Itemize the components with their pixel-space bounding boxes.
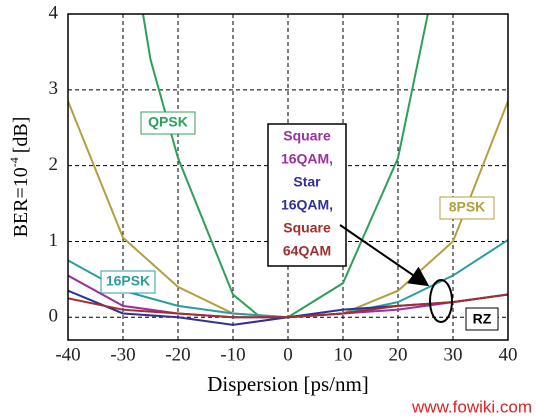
series-label: 16PSK — [106, 273, 150, 289]
annotation-line: 16QAM, — [281, 197, 333, 213]
series-label-box — [140, 111, 196, 135]
y-tick-label: 3 — [49, 78, 59, 99]
x-tick-label: -30 — [110, 344, 135, 365]
ellipse — [429, 279, 453, 323]
y-tick-label: 0 — [49, 306, 59, 327]
annotation-line: Square — [283, 220, 331, 236]
y-tick-label: 4 — [49, 2, 59, 23]
series-line — [68, 293, 508, 319]
series-label-box — [100, 270, 156, 294]
plot-frame — [67, 13, 509, 341]
annotation-line: 64QAM — [283, 243, 331, 259]
y-label-text: BER=10 — [10, 167, 32, 237]
rz-label: RZ — [473, 311, 492, 327]
x-axis-label: Dispersion [ps/nm] — [207, 372, 369, 396]
x-tick-label: 10 — [334, 344, 353, 365]
series-label: QPSK — [148, 114, 188, 130]
series-label: 8PSK — [449, 199, 486, 215]
x-tick-label: 0 — [283, 344, 293, 365]
x-tick-label: -10 — [220, 344, 245, 365]
arrow — [339, 224, 430, 287]
annotation-line: 16QAM, — [281, 151, 333, 167]
y-label-unit: [dB] — [10, 117, 32, 154]
x-tick-label: 40 — [499, 344, 518, 365]
x-tick-label: 30 — [444, 344, 463, 365]
annotation-box — [267, 123, 347, 267]
series-label-box — [439, 196, 495, 220]
y-label-sup: -4 — [7, 157, 21, 167]
y-tick-label: 1 — [49, 230, 59, 251]
annotation-line: Star — [293, 174, 321, 190]
x-tick-label: -20 — [165, 344, 190, 365]
y-tick-label: 2 — [49, 154, 59, 175]
x-tick-label: -40 — [55, 344, 80, 365]
x-tick-label: 20 — [389, 344, 408, 365]
rz-box — [465, 307, 499, 331]
watermark: www.fowiki.com — [411, 397, 532, 416]
y-axis-label: BER=10-4 [dB] — [7, 117, 32, 238]
annotation-line: Square — [283, 128, 331, 144]
